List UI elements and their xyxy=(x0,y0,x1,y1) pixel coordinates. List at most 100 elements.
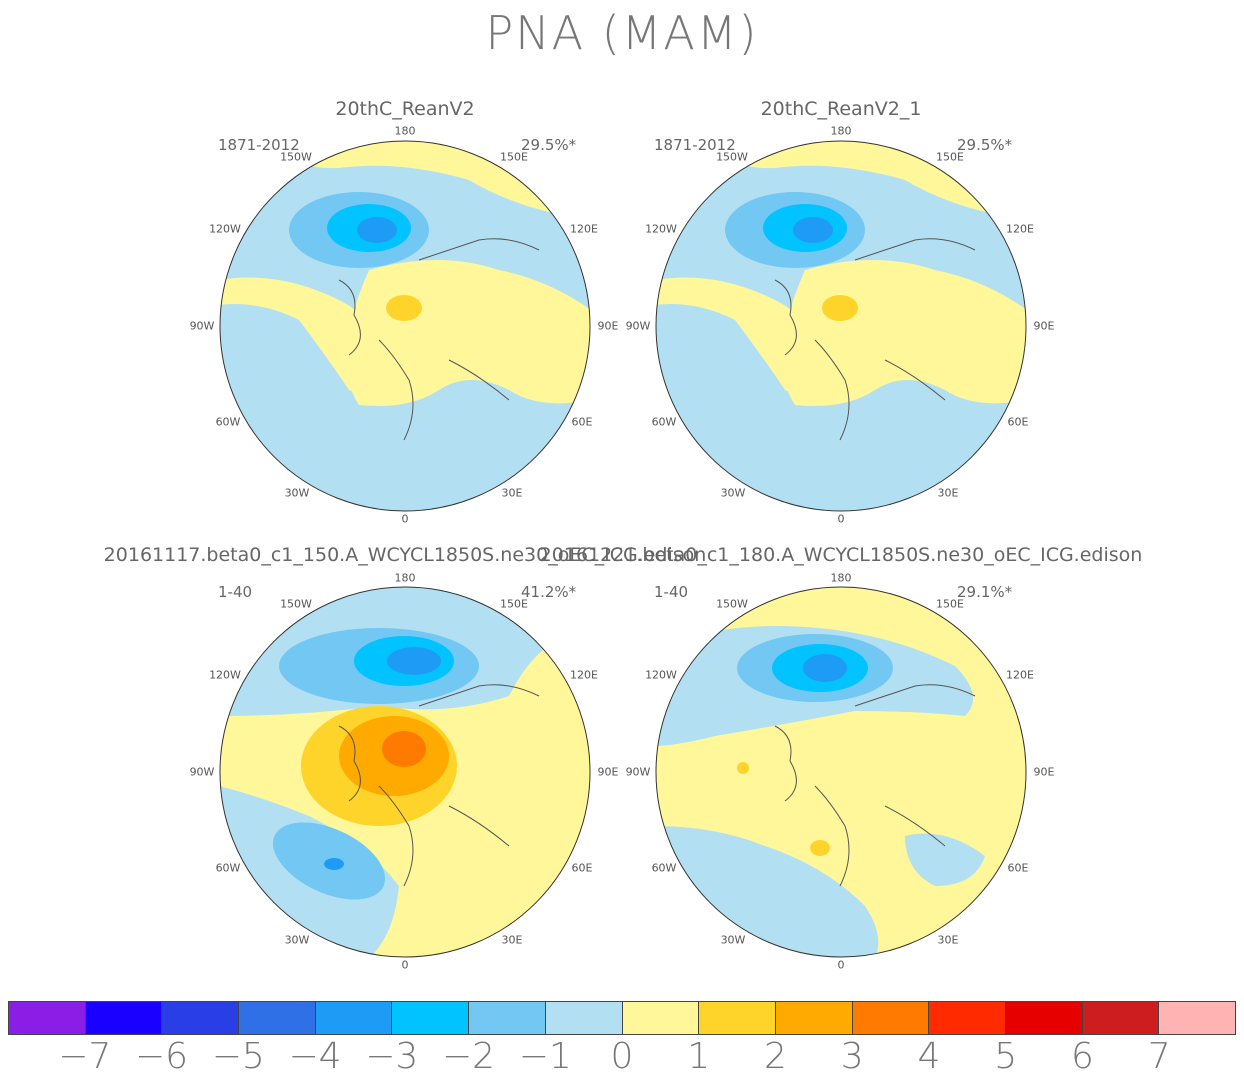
colorbar-swatch xyxy=(545,1002,623,1034)
colorbar-labels: −7 −6 −5 −4 −3 −2 −1 0 1 2 3 4 5 6 7 xyxy=(8,1036,1236,1082)
contour-positive-2 xyxy=(822,295,858,321)
lon-label: 90E xyxy=(1033,319,1055,333)
lon-label: 120W xyxy=(645,668,677,682)
colorbar-tick-label: −4 xyxy=(288,1036,342,1077)
lon-label: 60E xyxy=(1007,415,1029,429)
lon-label: 150E xyxy=(500,597,528,611)
colorbar-swatch xyxy=(1005,1002,1083,1034)
lon-label: 150W xyxy=(716,597,748,611)
polar-map xyxy=(655,586,1027,958)
panel-variance: 29.1%* xyxy=(957,583,1013,601)
contour-positive-2 xyxy=(737,762,749,774)
lon-label: 30E xyxy=(501,486,523,500)
lon-label: 0 xyxy=(837,512,845,526)
map-border xyxy=(655,140,1027,512)
lon-label: 90W xyxy=(625,765,651,779)
colorbar xyxy=(8,1001,1236,1035)
lon-label: 150W xyxy=(280,597,312,611)
lon-label: 60W xyxy=(651,415,677,429)
map-border xyxy=(219,140,591,512)
colorbar-tick-label: 0 xyxy=(610,1036,634,1077)
colorbar-swatch xyxy=(1082,1002,1160,1034)
lon-label: 150E xyxy=(936,150,964,164)
contour-positive-4 xyxy=(382,731,426,767)
panel-title: 20thC_ReanV2 xyxy=(335,98,475,120)
lon-label: 90E xyxy=(597,765,619,779)
lon-label: 60E xyxy=(571,861,593,875)
contour-negative-3 xyxy=(357,217,397,243)
lon-label: 180 xyxy=(830,124,852,138)
colorbar-tick-label: 5 xyxy=(994,1036,1018,1077)
contour-positive-2 xyxy=(810,840,830,856)
lon-label: 150E xyxy=(936,597,964,611)
colorbar-swatch xyxy=(315,1002,393,1034)
lon-label: 30W xyxy=(720,933,746,947)
colorbar-tick-label: −5 xyxy=(211,1036,265,1077)
contour-positive-2 xyxy=(386,295,422,321)
colorbar-swatch xyxy=(699,1002,776,1034)
lon-label: 120W xyxy=(209,668,241,682)
panel-period: 1871-2012 xyxy=(654,136,736,154)
lon-label: 120W xyxy=(645,222,677,236)
coastline xyxy=(774,684,976,887)
lon-label: 90E xyxy=(1033,765,1055,779)
lon-label: 150E xyxy=(500,150,528,164)
coastline xyxy=(774,238,976,441)
lon-label: 30E xyxy=(937,486,959,500)
lon-label: 180 xyxy=(394,571,416,585)
figure-title: PNA (MAM) xyxy=(485,6,759,60)
lon-label: 0 xyxy=(837,958,845,972)
lon-label: 90W xyxy=(189,765,215,779)
colorbar-tick-label: 6 xyxy=(1071,1036,1094,1077)
panel-period: 1871-2012 xyxy=(218,136,300,154)
colorbar-tick-label: 2 xyxy=(764,1036,787,1077)
lon-label: 0 xyxy=(401,958,409,972)
lon-label: 60W xyxy=(215,415,241,429)
coastline xyxy=(338,684,540,887)
colorbar-tick-label: −1 xyxy=(518,1036,572,1077)
polar-map xyxy=(219,586,591,958)
panel-variance: 29.5%* xyxy=(957,136,1013,154)
lon-label: 60E xyxy=(571,415,593,429)
lon-label: 120E xyxy=(1006,668,1034,682)
colorbar-swatch xyxy=(775,1002,853,1034)
lon-label: 30W xyxy=(284,933,310,947)
lon-label: 90E xyxy=(597,319,619,333)
lon-label: 150W xyxy=(280,150,312,164)
panel-title: 20161117.beta0_c1_150.A_WCYCL1850S.ne30_… xyxy=(103,544,707,566)
coastline xyxy=(338,238,540,441)
panel-period: 1-40 xyxy=(654,583,689,601)
colorbar-tick-label: 3 xyxy=(840,1036,864,1077)
lon-label: 180 xyxy=(394,124,416,138)
lon-label: 120E xyxy=(1006,222,1034,236)
lon-label: 0 xyxy=(401,512,409,526)
panel-variance: 41.2%* xyxy=(521,583,577,601)
panel-title: 20161221.beta0_c1_180.A_WCYCL1850S.ne30_… xyxy=(539,544,1143,566)
contour-negative-3 xyxy=(803,654,847,682)
polar-map xyxy=(219,140,591,512)
colorbar-swatch xyxy=(239,1002,316,1034)
colorbar-swatch xyxy=(162,1002,240,1034)
lon-label: 120E xyxy=(570,222,598,236)
panel-title: 20thC_ReanV2_1 xyxy=(760,98,922,120)
colorbar-swatch xyxy=(392,1002,470,1034)
lon-label: 120E xyxy=(570,668,598,682)
lon-label: 30W xyxy=(284,486,310,500)
contour-negative xyxy=(905,833,985,886)
lon-label: 60W xyxy=(215,861,241,875)
lon-label: 150W xyxy=(716,150,748,164)
colorbar-tick-label: −6 xyxy=(134,1036,189,1077)
lon-label: 30W xyxy=(720,486,746,500)
colorbar-swatch xyxy=(85,1002,163,1034)
colorbar-swatch xyxy=(929,1002,1006,1034)
contour-negative-3 xyxy=(324,858,344,870)
colorbar-swatch xyxy=(1159,1002,1235,1034)
lon-label: 60W xyxy=(651,861,677,875)
panel-period: 1-40 xyxy=(218,583,253,601)
panel-variance: 29.5%* xyxy=(521,136,577,154)
lon-label: 30E xyxy=(937,933,959,947)
colorbar-swatch xyxy=(622,1002,700,1034)
colorbar-tick-label: 4 xyxy=(917,1036,941,1077)
colorbar-swatch xyxy=(852,1002,930,1034)
colorbar-swatch xyxy=(9,1002,86,1034)
